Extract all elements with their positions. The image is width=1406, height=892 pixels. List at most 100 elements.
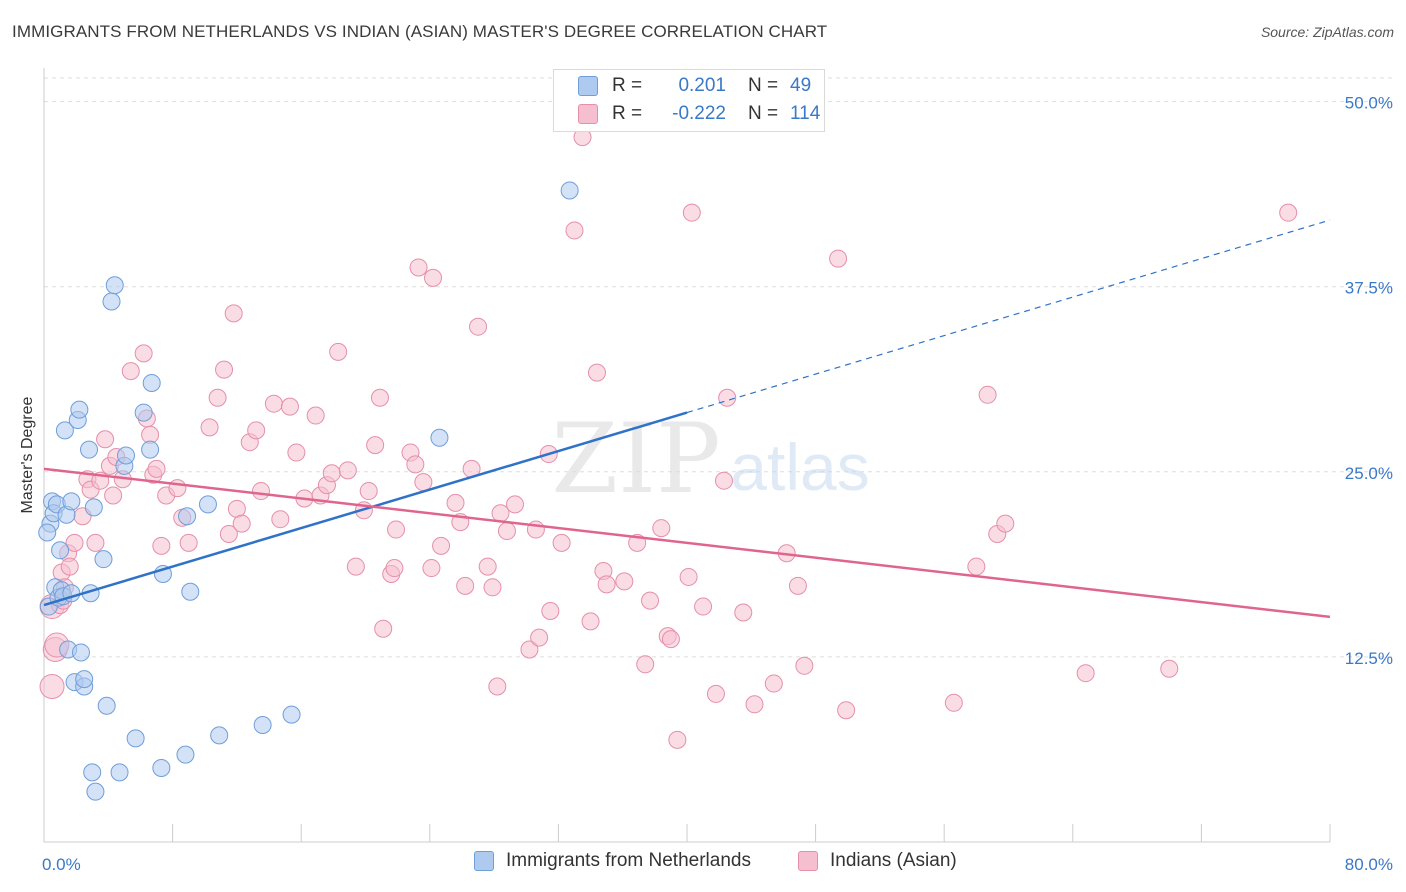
legend-n-value: 49 bbox=[790, 75, 812, 96]
netherlands-point bbox=[141, 440, 160, 459]
indian-point bbox=[1279, 203, 1298, 222]
indian-point bbox=[370, 388, 389, 407]
indian-point bbox=[488, 677, 507, 696]
bottom-legend-netherlands: Immigrants from Netherlands bbox=[474, 850, 751, 872]
netherlands-point bbox=[152, 758, 171, 777]
indian-point bbox=[60, 557, 79, 576]
netherlands-point bbox=[75, 670, 94, 689]
indian-point bbox=[65, 533, 84, 552]
netherlands-point bbox=[181, 582, 200, 601]
netherlands-point bbox=[430, 428, 449, 447]
legend-r-label: R = bbox=[612, 75, 643, 96]
indian-point bbox=[641, 591, 660, 610]
netherlands-point bbox=[38, 523, 57, 542]
indian-point bbox=[478, 557, 497, 576]
indian-point bbox=[39, 674, 65, 700]
netherlands-point bbox=[560, 181, 579, 200]
legend-r-label: R = bbox=[612, 103, 643, 124]
netherlands-point bbox=[80, 440, 99, 459]
indian-point bbox=[366, 436, 385, 455]
indian-point bbox=[338, 461, 357, 480]
indian-point bbox=[121, 362, 140, 381]
indian-point bbox=[996, 514, 1015, 533]
indian-point bbox=[788, 576, 807, 595]
indian-point bbox=[208, 388, 227, 407]
netherlands-point bbox=[62, 492, 81, 511]
indian-point bbox=[581, 612, 600, 631]
netherlands-point bbox=[102, 292, 121, 311]
y-tick-label: 25.0% bbox=[1345, 464, 1393, 483]
indian-point bbox=[224, 304, 243, 323]
source-label: Source: ZipAtlas.com bbox=[1260, 24, 1394, 40]
indian-point bbox=[104, 486, 123, 505]
legend-r-value: -0.222 bbox=[672, 103, 726, 124]
netherlands-point bbox=[282, 705, 301, 724]
indian-point bbox=[636, 655, 655, 674]
legend-row-netherlands: R = 0.201 N = 49 bbox=[578, 73, 811, 99]
indian-point bbox=[432, 536, 451, 555]
watermark-zip: ZIP bbox=[551, 403, 720, 515]
netherlands-point bbox=[70, 400, 89, 419]
indian-point bbox=[1160, 659, 1179, 678]
axis-layer bbox=[43, 68, 1331, 843]
indian-point bbox=[359, 482, 378, 501]
indian-point bbox=[179, 533, 198, 552]
netherlands-point bbox=[134, 403, 153, 422]
netherlands-point bbox=[116, 446, 135, 465]
y-tick-label: 12.5% bbox=[1345, 649, 1393, 668]
indian-point bbox=[978, 385, 997, 404]
indian-point bbox=[679, 567, 698, 586]
indian-point bbox=[374, 619, 393, 638]
indian-point bbox=[734, 603, 753, 622]
indian-point bbox=[422, 559, 441, 578]
netherlands-point bbox=[105, 276, 124, 295]
indian-point bbox=[694, 597, 713, 616]
bottom-legend: Immigrants from Netherlands Indians (Asi… bbox=[0, 850, 1406, 880]
indian-point bbox=[483, 578, 502, 597]
netherlands-point bbox=[55, 421, 74, 440]
legend-n-label: N = bbox=[748, 103, 779, 124]
bottom-legend-indians: Indians (Asian) bbox=[798, 850, 957, 872]
indian-point bbox=[134, 344, 153, 363]
netherlands-point bbox=[176, 745, 195, 764]
y-axis-label: Master's Degree bbox=[19, 396, 36, 514]
indian-point bbox=[837, 701, 856, 720]
watermark: ZIP atlas bbox=[551, 403, 869, 515]
netherlands-trendline bbox=[43, 411, 688, 607]
grid-layer bbox=[44, 77, 1392, 658]
netherlands-point bbox=[253, 716, 272, 735]
trend-layer bbox=[43, 219, 1331, 619]
indian-point bbox=[552, 533, 571, 552]
indian-point bbox=[96, 430, 115, 449]
indian-point bbox=[615, 572, 634, 591]
indian-point bbox=[718, 388, 737, 407]
netherlands-point bbox=[97, 696, 116, 715]
chart-title: IMMIGRANTS FROM NETHERLANDS VS INDIAN (A… bbox=[12, 22, 828, 41]
points-layer bbox=[38, 128, 1298, 801]
bottom-legend-label-indians: Indians (Asian) bbox=[830, 850, 957, 871]
indian-point bbox=[668, 730, 687, 749]
legend-n-value: 114 bbox=[790, 103, 821, 124]
indian-point bbox=[491, 504, 510, 523]
netherlands-point bbox=[142, 373, 161, 392]
netherlands-point bbox=[198, 495, 217, 514]
indian-point bbox=[456, 576, 475, 595]
indian-point bbox=[406, 455, 425, 474]
indian-point bbox=[387, 520, 406, 539]
legend-r-value: 0.201 bbox=[678, 75, 726, 96]
indian-point bbox=[1076, 664, 1095, 683]
netherlands-point bbox=[83, 763, 102, 782]
indian-point bbox=[414, 473, 433, 492]
tick-label-layer: 12.5% 25.0% 37.5% 50.0% 0.0% 80.0% bbox=[42, 94, 1393, 874]
indian-point bbox=[385, 559, 404, 578]
indian-point bbox=[215, 360, 234, 379]
indian-point bbox=[446, 493, 465, 512]
indian-point bbox=[346, 557, 365, 576]
indian-point bbox=[152, 536, 171, 555]
legend-swatch-netherlands bbox=[578, 76, 598, 96]
netherlands-point bbox=[71, 643, 90, 662]
netherlands-point bbox=[126, 729, 145, 748]
indian-point bbox=[497, 522, 516, 541]
indian-point bbox=[168, 479, 187, 498]
